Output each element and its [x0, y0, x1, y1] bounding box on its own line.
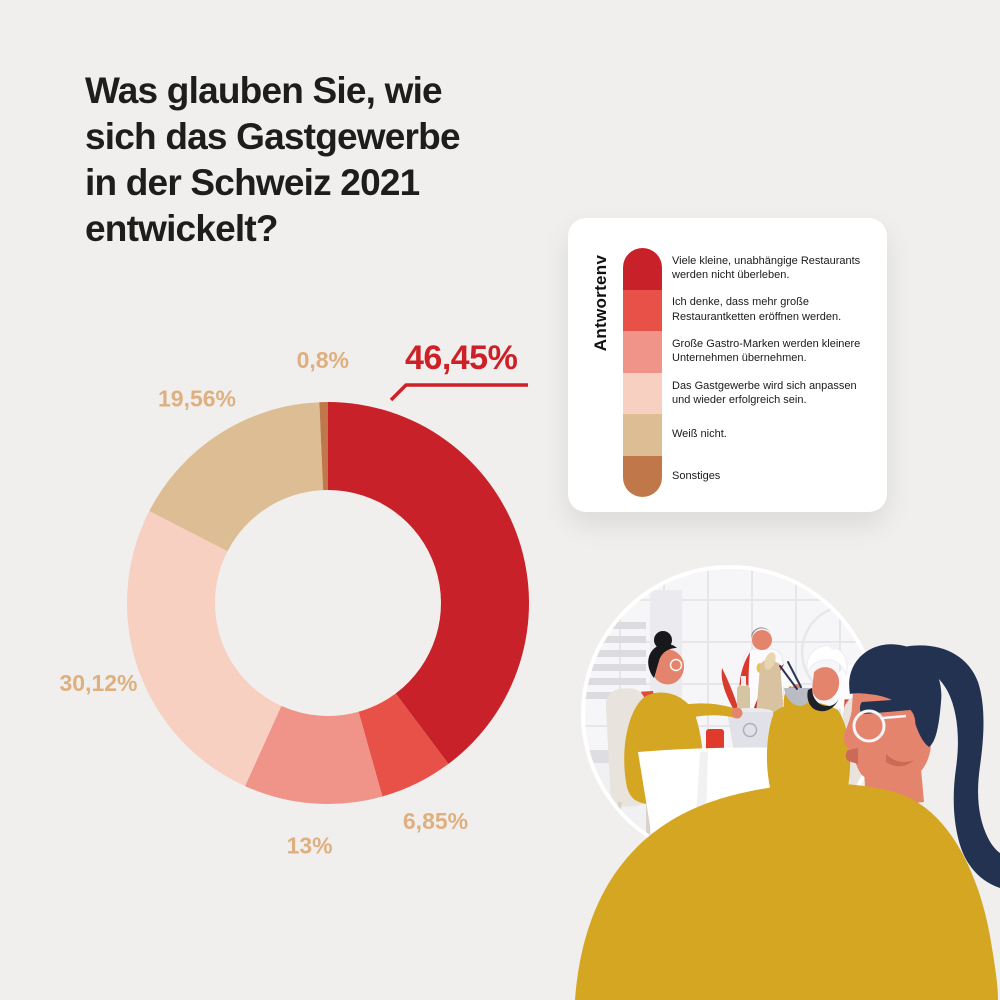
slice-value-label-2: 13%: [287, 832, 333, 858]
callout-line: [389, 383, 528, 402]
paper-bag: [756, 659, 784, 714]
legend-item-label: Große Gastro-Marken werden kleinere Unte…: [672, 337, 861, 365]
slice-value-label-3: 30,12%: [59, 670, 137, 696]
lips: [845, 748, 858, 764]
turban-knot: [830, 642, 838, 650]
legend-swatch-0: [623, 248, 662, 290]
legend-swatch-2: [623, 331, 662, 373]
legend-item-label: Viele kleine, unabhängige Restaurants we…: [672, 254, 861, 281]
donut-slice-0: [328, 402, 530, 764]
legend-item-3: Das Gastgewerbe wird sich anpassen und w…: [672, 372, 874, 414]
eyeglasses: [669, 658, 683, 672]
hair-cap: [849, 644, 942, 747]
sweater-body: [766, 701, 851, 796]
slice-value-label-1: 6,85%: [403, 808, 468, 834]
legend-item-0: Viele kleine, unabhängige Restaurants we…: [672, 247, 874, 289]
bottle-foil: [741, 676, 746, 686]
donut-slice-1: [358, 693, 449, 797]
legend-swatch-3: [623, 372, 662, 414]
restaurant-scene-illustration: [575, 565, 1000, 1000]
face: [812, 667, 840, 701]
face: [654, 649, 684, 685]
legend-swatch-1: [623, 289, 662, 331]
legend-item-2: Große Gastro-Marken werden kleinere Unte…: [672, 330, 874, 372]
legend-title: Antwortenv: [591, 254, 610, 352]
foreground-woman: [575, 644, 1000, 1000]
body-sweater: [575, 783, 998, 1000]
legend-card: Antwortenv Viele kleine, unabhängige Res…: [568, 218, 887, 512]
hair-bun: [654, 631, 672, 649]
bucket-logo: [742, 722, 758, 738]
red-cup: [706, 729, 724, 752]
hair: [648, 643, 677, 678]
eyeglasses-lens: [852, 709, 886, 743]
donut-slice-3: [126, 511, 282, 787]
legend-item-label: Ich denke, dass mehr große Restaurantket…: [672, 296, 842, 323]
legend-swatch-4: [623, 414, 662, 456]
turban: [806, 645, 848, 676]
donut-slice-labels: 6,85% 13% 30,12% 19,56% 0,8%: [59, 347, 468, 858]
eyeglasses-temple: [882, 714, 907, 720]
legend-item-1: Ich denke, dass mehr große Restaurantket…: [672, 289, 874, 331]
slice-value-label-5: 0,8%: [297, 347, 349, 373]
slice-value-label-4: 19,56%: [158, 385, 236, 411]
chopsticks: [779, 661, 802, 690]
legend-item-label: Weiß nicht.: [672, 428, 727, 441]
legend-item-label: Das Gastgewerbe wird sich anpassen und w…: [672, 379, 857, 406]
donut-slice-2: [245, 705, 383, 804]
legend-item-label: Sonstiges: [672, 470, 721, 483]
ear: [900, 708, 916, 732]
hand: [731, 707, 743, 719]
page-title: Was glauben Sie, wie sich das Gastgewerb…: [85, 70, 461, 249]
donut-slice-5: [319, 402, 328, 491]
donut-slice-4: [149, 402, 324, 552]
legend-items: Viele kleine, unabhängige Restaurants we…: [672, 247, 874, 497]
beard: [807, 688, 840, 712]
waiter-head: [752, 630, 772, 650]
donut-slices: [126, 402, 530, 804]
champagne-bucket: [727, 712, 773, 752]
emphasized-slice-value-label: 46,45%: [405, 339, 518, 377]
jaw-shadow: [886, 754, 914, 767]
legend-swatch-5: [623, 455, 662, 497]
legend-item-4: Weiß nicht.: [672, 414, 874, 456]
sweater-arm: [652, 703, 736, 730]
plant-leaf: [721, 668, 740, 714]
table-centerpiece: [721, 652, 784, 752]
bowl: [784, 688, 814, 706]
legend-item-5: Sonstiges: [672, 455, 874, 497]
waiter-hair: [751, 627, 771, 638]
legend-color-bar: [623, 248, 662, 497]
ponytail: [892, 645, 1000, 888]
baguette: [764, 652, 776, 670]
